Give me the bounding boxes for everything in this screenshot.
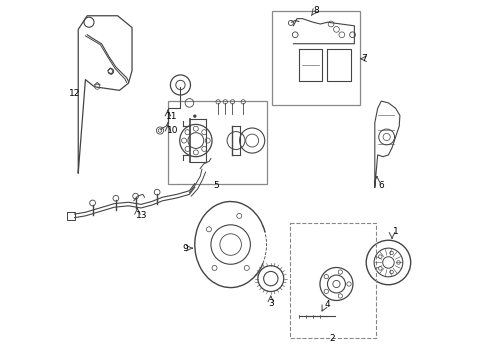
Text: 9: 9 [183, 244, 188, 253]
Text: 7: 7 [362, 54, 368, 63]
Text: 12: 12 [69, 89, 80, 98]
Text: 1: 1 [393, 227, 398, 236]
Text: 2: 2 [329, 334, 335, 343]
Text: 11: 11 [167, 112, 178, 121]
Text: 6: 6 [378, 181, 384, 190]
Bar [290, 223, 376, 338]
Text: 3: 3 [268, 299, 274, 308]
Text: 10: 10 [167, 126, 178, 135]
Bar [272, 12, 360, 105]
Text: 5: 5 [214, 181, 219, 190]
Text: 13: 13 [136, 211, 147, 220]
Bar [168, 101, 267, 184]
Circle shape [194, 115, 196, 118]
Text: 8: 8 [313, 6, 319, 15]
Text: 4: 4 [325, 300, 330, 309]
